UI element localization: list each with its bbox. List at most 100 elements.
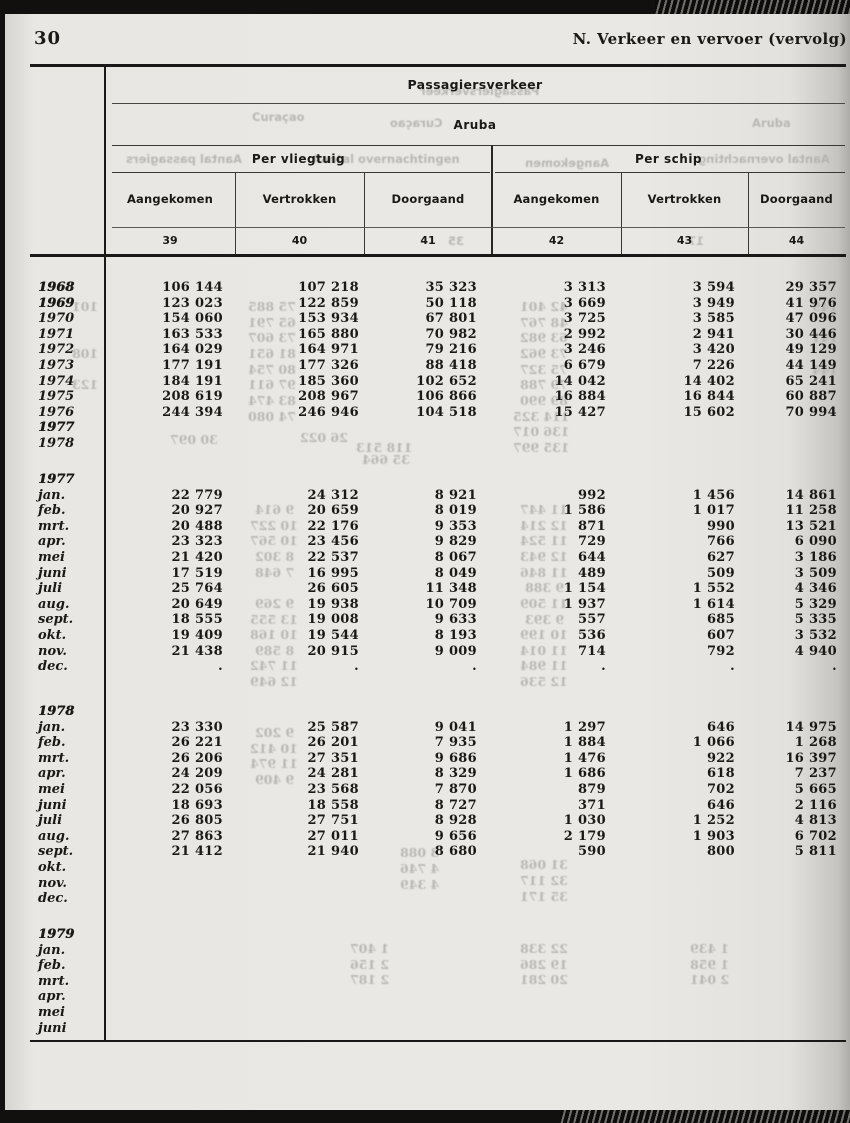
cell: 164 029 <box>162 342 223 358</box>
table-title: Passagiersverkeer <box>407 77 543 92</box>
cell: 26 221 <box>171 735 223 751</box>
cell: 30 446 <box>785 326 837 342</box>
row-label: sept. <box>38 844 74 860</box>
cell <box>223 704 359 720</box>
cell: 8 067 <box>434 549 477 565</box>
cell <box>477 943 606 959</box>
cell <box>477 704 606 720</box>
cell: 23 323 <box>171 534 223 550</box>
region-rule <box>112 145 845 146</box>
cell <box>359 1005 477 1021</box>
cell <box>606 989 735 1005</box>
cell: 4 346 <box>794 581 837 597</box>
cell <box>223 436 359 452</box>
group-rule-right <box>495 172 845 173</box>
row-label: mei <box>38 1004 65 1020</box>
row-label: juni <box>38 565 67 581</box>
table-row: sept. 18 555 19 008 9 633 557 685 5 335 <box>30 612 837 628</box>
cell: 2 941 <box>692 326 735 342</box>
cell <box>359 958 477 974</box>
cell: 60 887 <box>785 389 837 405</box>
row-label: 1971 <box>38 326 75 342</box>
cell: 18 558 <box>307 797 359 813</box>
cell: 88 418 <box>425 357 477 373</box>
cell: 17 519 <box>171 565 223 581</box>
row-label: juli <box>38 813 63 829</box>
section-yearly: 1968 106 144 107 218 35 323 3 313 3 594 29 357… <box>30 280 837 452</box>
cell: 6 702 <box>794 828 837 844</box>
cell: 20 659 <box>307 503 359 519</box>
column-header-6: Doorgaand <box>760 192 833 206</box>
table-row: 1968 106 144 107 218 35 323 3 313 3 594 29 357 <box>30 280 837 296</box>
cell: 5 811 <box>794 844 837 860</box>
cell: 6 090 <box>794 534 837 550</box>
column-separator <box>621 172 622 255</box>
cell <box>477 974 606 990</box>
cell: 123 023 <box>162 295 223 311</box>
cell <box>359 436 477 452</box>
bleedthrough-text: 12 536 <box>520 674 568 689</box>
table-row: 1975 208 619 208 967 106 866 16 884 16 844 60 … <box>30 389 837 405</box>
cell: 590 <box>577 844 606 860</box>
table-row: dec. <box>30 891 837 907</box>
cell: 1 586 <box>563 503 606 519</box>
cell: 14 402 <box>683 373 735 389</box>
cell <box>606 891 735 907</box>
cell: 536 <box>577 627 606 643</box>
column-header-3: Doorgaand <box>391 192 465 206</box>
cell <box>359 860 477 876</box>
cell <box>223 927 359 943</box>
row-label: 1978 <box>38 435 75 451</box>
cell <box>359 974 477 990</box>
cell: 15 427 <box>554 404 606 420</box>
cell: 70 982 <box>425 326 477 342</box>
cell: 8 193 <box>434 627 477 643</box>
cell <box>477 927 606 943</box>
cell: 15 602 <box>683 404 735 420</box>
cell: 26 201 <box>307 735 359 751</box>
cell: 9 009 <box>434 643 477 659</box>
cell <box>105 943 223 959</box>
cell: 9 041 <box>434 719 477 735</box>
table-row: aug. 27 863 27 011 9 656 2 179 1 903 6 702 <box>30 829 837 845</box>
cell: 22 056 <box>171 781 223 797</box>
table-row: 1978 <box>30 436 837 452</box>
row-label: nov. <box>38 643 67 659</box>
cell <box>359 876 477 892</box>
row-label: feb. <box>38 503 66 519</box>
cell <box>223 989 359 1005</box>
cell: 8 680 <box>434 844 477 860</box>
cell: 27 751 <box>307 813 359 829</box>
row-label: feb. <box>38 958 66 974</box>
cell <box>606 943 735 959</box>
column-number-44: 44 <box>788 234 805 247</box>
table-row: apr. 23 323 23 456 9 829 729 766 6 090 <box>30 534 837 550</box>
cell: 3 949 <box>692 295 735 311</box>
cell: 3 420 <box>692 342 735 358</box>
column-separator <box>748 172 749 255</box>
cell: 10 709 <box>425 596 477 612</box>
bottom-rule <box>30 1040 846 1042</box>
cell <box>735 876 837 892</box>
cell: 5 329 <box>794 596 837 612</box>
cell <box>606 958 735 974</box>
cell: 1 066 <box>692 735 735 751</box>
page-number: 30 <box>34 28 62 49</box>
cell <box>735 1005 837 1021</box>
group-rule-left <box>112 172 490 173</box>
cell: 20 488 <box>171 518 223 534</box>
table-row: okt. <box>30 860 837 876</box>
cell <box>223 1005 359 1021</box>
cell <box>477 876 606 892</box>
cell: 102 652 <box>416 373 477 389</box>
cell: 24 281 <box>307 766 359 782</box>
cell <box>606 860 735 876</box>
binding-hatch-top <box>655 0 850 14</box>
cell: 16 397 <box>785 750 837 766</box>
cell: 371 <box>577 797 606 813</box>
cell: 14 042 <box>554 373 606 389</box>
cell: 922 <box>706 750 735 766</box>
cell: 22 779 <box>171 487 223 503</box>
row-label: juni <box>38 1020 67 1036</box>
table-row: 1972 164 029 164 971 79 216 3 246 3 420 49 129 <box>30 342 837 358</box>
